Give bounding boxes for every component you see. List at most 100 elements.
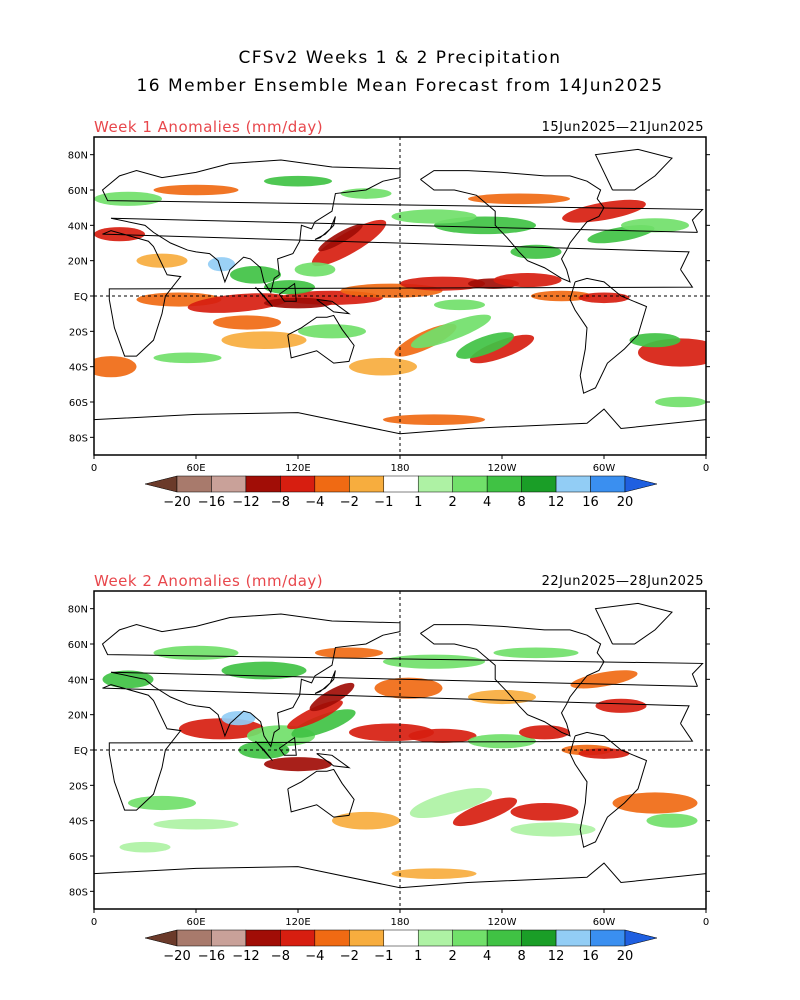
colorbar-cell	[590, 929, 626, 947]
lat-label: 60S	[69, 398, 88, 409]
anomaly-patch	[562, 199, 646, 223]
colorbar-label: 8	[517, 949, 525, 964]
lon-label: 180	[390, 463, 409, 474]
lat-label: 80S	[69, 887, 88, 898]
coastline	[314, 216, 336, 240]
colorbar-label: 20	[617, 495, 634, 510]
lon-label: 60E	[186, 463, 205, 474]
colorbar-label: 1	[414, 949, 422, 964]
panel1-dates: 15Jun2025—21Jun2025	[541, 120, 704, 135]
anomaly-patch	[391, 209, 477, 224]
coastline	[420, 624, 605, 737]
anomaly-patch	[264, 757, 332, 772]
colorbar-cell	[245, 929, 281, 947]
colorbar-label: −1	[374, 949, 393, 964]
anomaly-patch	[468, 734, 536, 749]
lon-label: 0	[703, 917, 709, 928]
anomaly-field	[94, 602, 706, 909]
colorbar-cell	[314, 929, 350, 947]
lat-label: 20N	[68, 711, 88, 722]
anomaly-patch	[119, 841, 171, 853]
coastline	[102, 684, 694, 811]
anomaly-patch	[646, 813, 698, 828]
lon-label: 0	[91, 463, 97, 474]
anomaly-patch	[287, 700, 343, 730]
colorbar-label: −12	[232, 949, 259, 964]
anomaly-patch	[291, 709, 356, 738]
anomaly-patch	[94, 191, 162, 206]
anomaly-patch	[318, 224, 363, 252]
colorbar-label: −2	[340, 495, 359, 510]
anomaly-patch	[493, 273, 562, 288]
anomaly-patch	[629, 333, 681, 348]
coastline	[287, 314, 355, 364]
colorbar-cell	[521, 929, 557, 947]
colorbar-label: 4	[483, 949, 491, 964]
coastline	[420, 170, 605, 283]
colorbar: −20 −16 −12 −8 −4 −2 −1 1 2 4 8 12 16 20	[144, 475, 658, 510]
colorbar-label: −8	[271, 949, 290, 964]
lon-label: 120W	[488, 917, 517, 928]
anomaly-patch	[383, 414, 485, 425]
anomaly-patch	[400, 276, 485, 291]
lat-label: 60S	[69, 852, 88, 863]
lat-label: EQ	[74, 746, 88, 757]
lat-label: EQ	[74, 292, 88, 303]
anomaly-patch	[468, 689, 536, 705]
colorbar-label: 12	[548, 949, 565, 964]
anomaly-patch	[153, 818, 239, 830]
coastline	[101, 613, 704, 748]
colorbar-label: 1	[414, 495, 422, 510]
colorbar-cell	[280, 929, 316, 947]
coastline	[101, 159, 704, 294]
anomaly-patch	[349, 357, 417, 376]
lon-label: 60W	[593, 917, 616, 928]
anomaly-patch	[612, 792, 698, 814]
anomaly-patch	[128, 795, 196, 811]
colorbar-label: 2	[449, 949, 457, 964]
colorbar-label: 4	[483, 495, 491, 510]
anomaly-patch	[469, 334, 535, 364]
coastline	[102, 230, 694, 357]
lon-label: 0	[703, 463, 709, 474]
anomaly-patch	[510, 803, 579, 821]
anomaly-patch	[153, 352, 222, 364]
colorbar-cell	[555, 929, 591, 947]
lat-label: 20S	[69, 327, 88, 338]
lon-label: 0	[91, 917, 97, 928]
coastline	[94, 408, 706, 455]
anomaly-patch	[332, 811, 400, 830]
anomaly-patch	[213, 315, 281, 330]
anomaly-patch	[510, 244, 562, 259]
colorbar-label: −20	[163, 949, 190, 964]
anomaly-patch	[434, 299, 485, 311]
coastline	[594, 602, 673, 645]
anomaly-patch	[374, 677, 443, 699]
colorbar-label: −2	[340, 949, 359, 964]
colorbar-label: −4	[305, 495, 324, 510]
colorbar-label: 20	[617, 949, 634, 964]
anomaly-patch	[94, 227, 145, 242]
lat-label: 40S	[69, 363, 88, 374]
anomaly-patch	[311, 219, 387, 267]
anomaly-patch	[456, 332, 514, 359]
lat-label: 80S	[69, 433, 88, 444]
anomaly-patch	[595, 698, 647, 713]
colorbar-label: 16	[582, 495, 599, 510]
colorbar-cell	[383, 929, 419, 947]
coastline	[278, 736, 297, 756]
lat-label: 40N	[68, 221, 88, 232]
coastline	[278, 282, 297, 302]
colorbar-label: −1	[374, 495, 393, 510]
colorbar-label: −4	[305, 949, 324, 964]
anomaly-patch	[408, 728, 477, 743]
anomaly-patch	[510, 822, 596, 837]
anomaly-patch	[298, 324, 366, 339]
anomaly-patch	[207, 257, 236, 272]
anomaly-patch	[153, 645, 239, 660]
colorbar: −20 −16 −12 −8 −4 −2 −1 1 2 4 8 12 16 20	[144, 929, 658, 964]
anomaly-patch	[221, 711, 256, 726]
anomaly-patch	[468, 193, 570, 205]
colorbar-label: 16	[582, 949, 599, 964]
